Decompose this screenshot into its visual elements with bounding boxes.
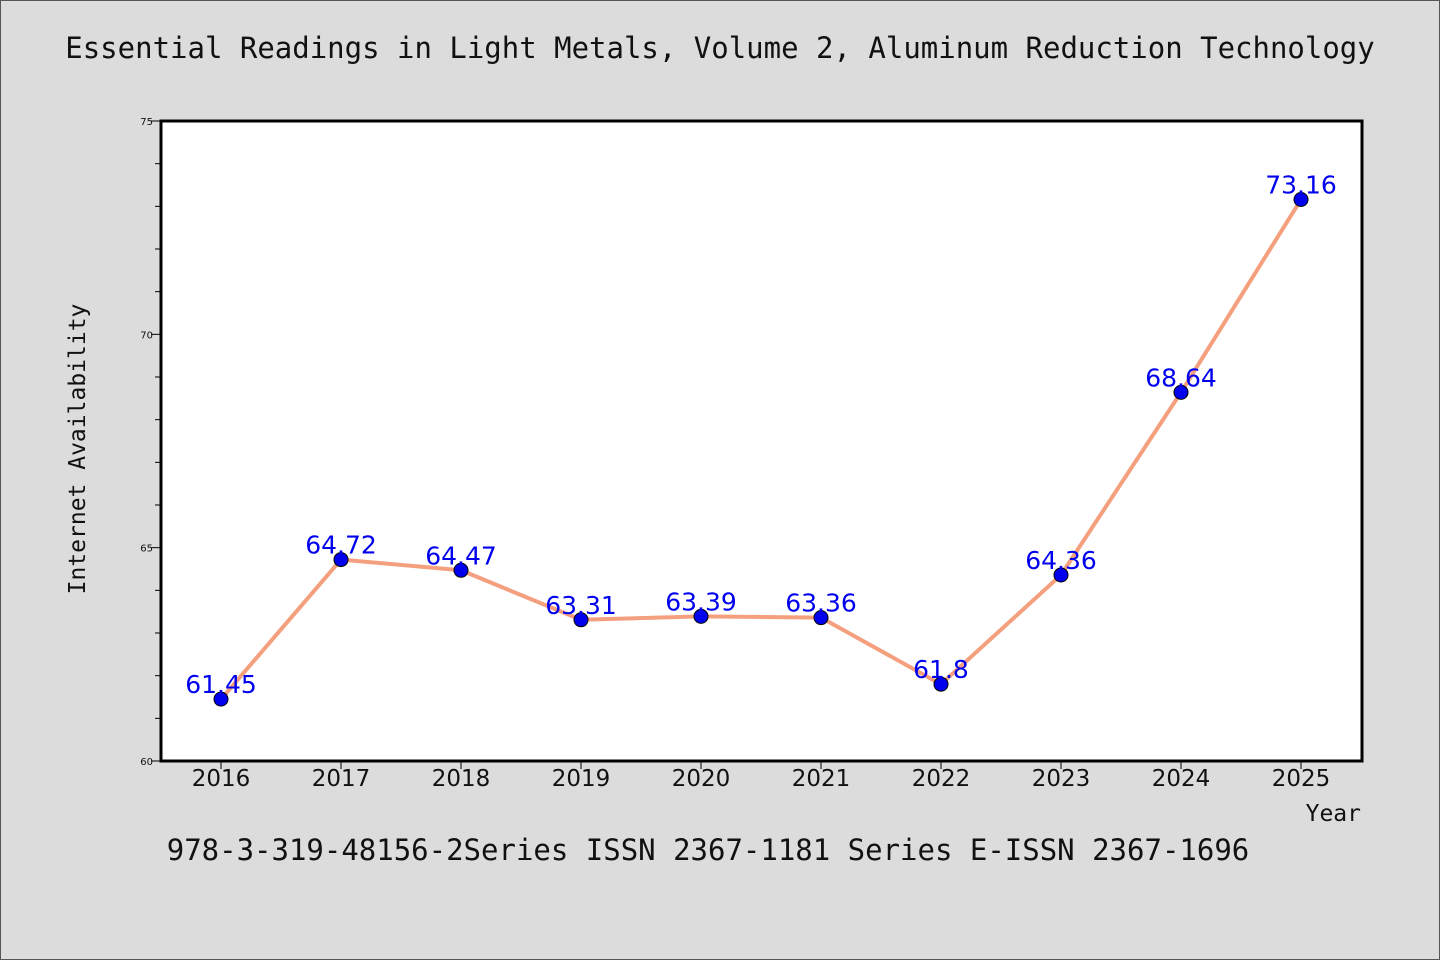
- data-label: 73.16: [1265, 171, 1337, 200]
- data-point: [933, 676, 949, 692]
- data-point: [573, 612, 589, 628]
- data-label: 63.39: [665, 587, 737, 616]
- data-point: [813, 610, 829, 626]
- x-tick-label: 2017: [312, 766, 371, 792]
- x-tick-label: 2025: [1272, 766, 1331, 792]
- data-point: [213, 691, 229, 707]
- y-axis-label: Internet Availability: [65, 304, 91, 595]
- data-point: [1053, 567, 1069, 583]
- data-label: 63.36: [785, 589, 857, 618]
- series-line: [219, 198, 1303, 701]
- x-tick-label: 2024: [1152, 766, 1211, 792]
- data-label: 68.64: [1145, 363, 1217, 392]
- x-tick-label: 2023: [1032, 766, 1091, 792]
- plot-area: [159, 119, 1364, 763]
- y-tick-label: 75: [140, 117, 153, 128]
- data-point: [1173, 384, 1189, 400]
- x-tick-label: 2016: [192, 766, 251, 792]
- y-tick-label: 70: [140, 330, 153, 341]
- data-point: [333, 552, 349, 568]
- data-point: [1293, 192, 1309, 208]
- chart-title: Essential Readings in Light Metals, Volu…: [65, 31, 1375, 65]
- data-point: [693, 608, 709, 624]
- data-label: 64.47: [425, 541, 497, 570]
- y-tick-label: 65: [140, 544, 153, 555]
- data-label: 64.36: [1025, 546, 1097, 575]
- data-label: 61.8: [913, 655, 969, 684]
- x-tick-label: 2022: [912, 766, 971, 792]
- x-tick-label: 2019: [552, 766, 611, 792]
- data-point: [453, 562, 469, 578]
- x-tick-label: 2018: [432, 766, 491, 792]
- data-label: 64.72: [305, 531, 377, 560]
- chart-footer: 978-3-319-48156-2Series ISSN 2367-1181 S…: [166, 833, 1250, 867]
- y-tick-label: 60: [140, 757, 153, 768]
- x-axis-label: Year: [1306, 801, 1361, 827]
- data-label: 63.31: [545, 591, 617, 620]
- x-tick-label: 2020: [672, 766, 731, 792]
- data-label: 61.45: [185, 670, 257, 699]
- x-tick-label: 2021: [792, 766, 851, 792]
